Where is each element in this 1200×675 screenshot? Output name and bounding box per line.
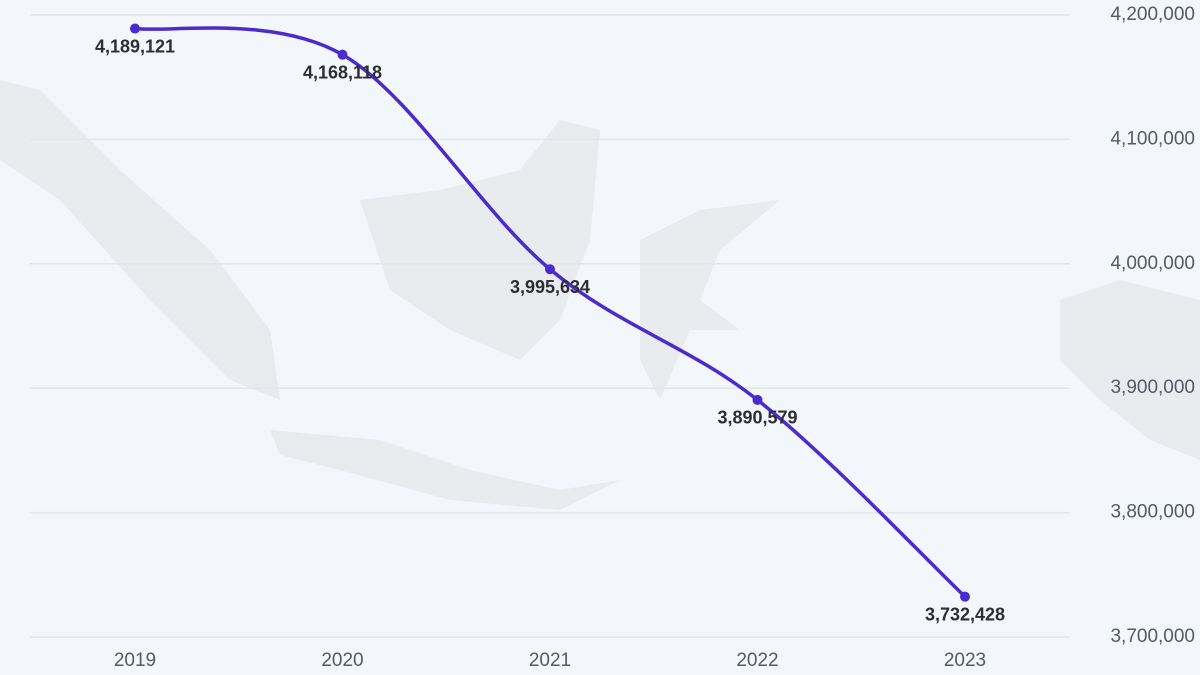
y-tick-label: 4,100,000 (1110, 128, 1195, 149)
y-tick-label: 3,700,000 (1110, 626, 1195, 647)
x-tick-label: 2019 (114, 650, 156, 671)
value-label: 3,995,634 (510, 277, 590, 297)
x-tick-label: 2021 (529, 650, 571, 671)
data-point (752, 394, 763, 405)
y-tick-label: 3,800,000 (1110, 502, 1195, 523)
value-label: 4,168,118 (303, 62, 382, 82)
data-point (130, 23, 140, 34)
data-point (960, 591, 970, 602)
x-tick-label: 2022 (736, 650, 778, 671)
y-tick-label: 3,900,000 (1110, 377, 1195, 398)
background-map (0, 80, 1200, 510)
x-tick-label: 2023 (944, 650, 986, 671)
y-tick-label: 4,200,000 (1110, 4, 1195, 25)
x-tick-label: 2020 (321, 650, 363, 671)
data-point (337, 49, 348, 60)
value-label: 3,890,579 (717, 408, 797, 428)
value-label: 4,189,121 (95, 36, 175, 56)
y-tick-label: 4,000,000 (1110, 253, 1195, 274)
value-label: 3,732,428 (925, 604, 1005, 624)
data-point (545, 264, 555, 275)
